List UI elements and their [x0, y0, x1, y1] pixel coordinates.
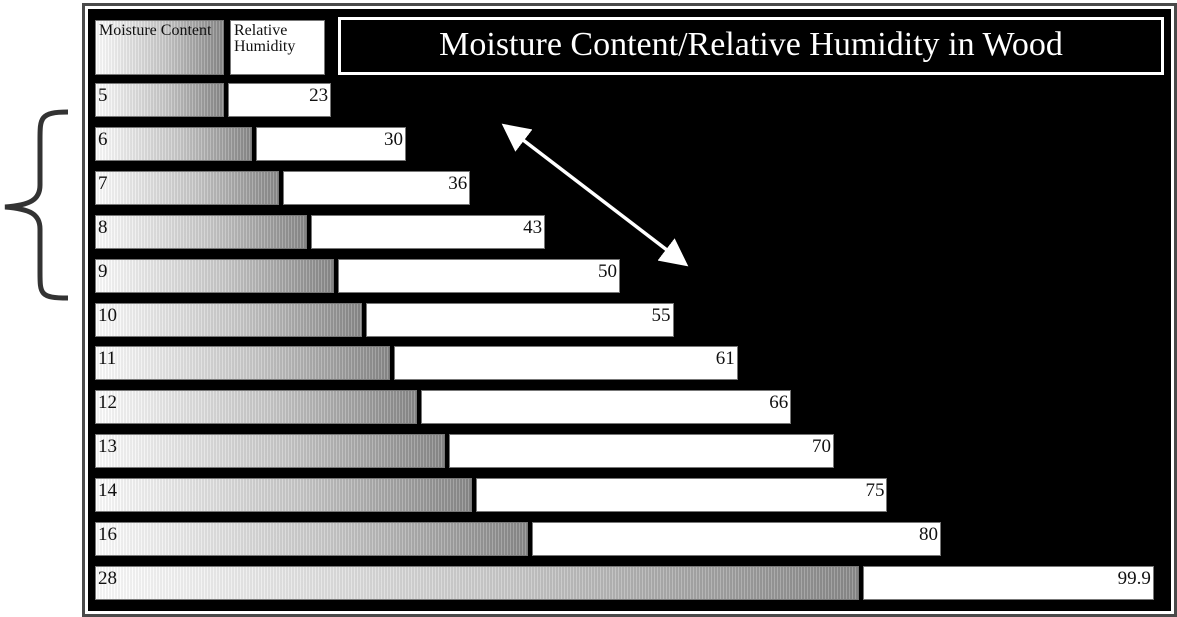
- mc-label: 10: [98, 304, 117, 326]
- mc-bar: [95, 390, 418, 425]
- mc-label: 13: [98, 436, 117, 458]
- rh-label: 36: [448, 172, 468, 194]
- rh-label: 23: [309, 85, 329, 106]
- rh-bar: [862, 565, 1154, 600]
- mc-label: 6: [98, 128, 108, 150]
- rh-bar: [228, 83, 332, 117]
- rh-label: 61: [715, 348, 735, 370]
- rh-label: 55: [651, 304, 671, 326]
- mc-bar: [95, 302, 362, 337]
- rh-label: 70: [811, 436, 831, 458]
- mc-label: 9: [98, 260, 108, 282]
- rh-bar: [366, 302, 674, 337]
- rh-bar: [476, 478, 888, 513]
- rh-label: 80: [918, 524, 938, 545]
- mc-bar: [95, 346, 390, 381]
- mc-bar: [95, 214, 307, 249]
- mc-label: 28: [98, 567, 117, 589]
- rh-label: 43: [523, 216, 543, 238]
- chart-title: Moisture Content/Relative Humidity in Wo…: [338, 17, 1164, 75]
- rh-label: 99.9: [1117, 567, 1151, 589]
- legend-moisture: Moisture Content: [95, 20, 224, 75]
- brace: [4, 109, 69, 301]
- rh-bar: [338, 258, 620, 293]
- mc-bar: [95, 478, 473, 513]
- mc-label: 16: [98, 524, 117, 545]
- mc-label: 11: [98, 348, 117, 370]
- mc-label: 5: [98, 85, 108, 106]
- mc-bar: [95, 565, 859, 600]
- rh-label: 30: [383, 128, 403, 150]
- rh-bar: [531, 522, 941, 556]
- mc-bar: [95, 170, 280, 205]
- mc-bar: [95, 126, 252, 161]
- rh-bar: [393, 346, 738, 381]
- mc-label: 12: [98, 392, 117, 414]
- mc-label: 8: [98, 216, 108, 238]
- mc-label: 14: [98, 480, 117, 502]
- mc-bar: [95, 83, 224, 117]
- rh-label: 66: [769, 392, 789, 414]
- rh-bar: [448, 434, 834, 469]
- mc-bar: [95, 258, 335, 293]
- rh-bar: [255, 126, 406, 161]
- rh-bar: [283, 170, 471, 205]
- legend-humidity: Relative Humidity: [230, 20, 325, 75]
- rh-label: 50: [597, 260, 617, 282]
- rh-bar: [421, 390, 792, 425]
- rh-label: 75: [865, 480, 885, 502]
- mc-label: 7: [98, 172, 108, 194]
- mc-bar: [95, 522, 528, 556]
- mc-bar: [95, 434, 445, 469]
